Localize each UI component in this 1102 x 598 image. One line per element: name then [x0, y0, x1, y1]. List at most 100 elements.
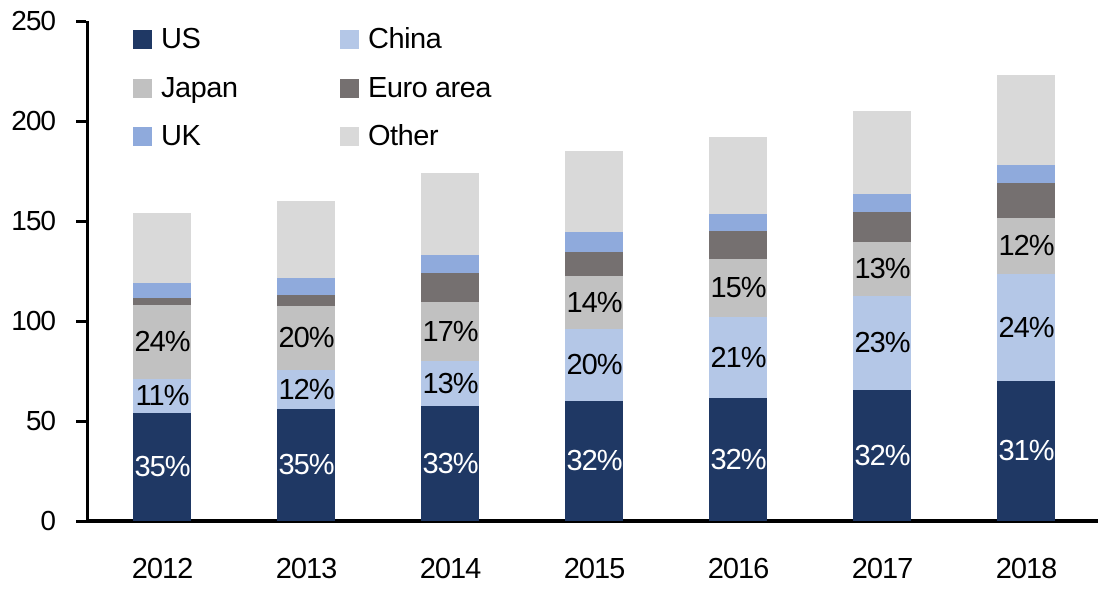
- legend-label: UK: [161, 120, 201, 152]
- bar-segment-us: [853, 390, 911, 521]
- bar-segment-japan: [133, 305, 191, 379]
- bar-segment-us: [997, 381, 1055, 521]
- y-axis-tick-label: 100: [11, 305, 56, 336]
- segment-label: 13%: [422, 367, 478, 400]
- bar-segment-japan: [709, 259, 767, 317]
- bar-segment-euro-area: [421, 273, 479, 302]
- bar-segment-china: [709, 317, 767, 398]
- legend-item-japan: Japan: [133, 73, 333, 103]
- bar-segment-euro-area: [133, 298, 191, 305]
- bar-segment-other: [853, 111, 911, 194]
- bar-segment-uk: [277, 278, 335, 295]
- bar-segment-other: [565, 151, 623, 232]
- bar-segment-japan: [997, 218, 1055, 274]
- x-axis-label: 2017: [851, 553, 914, 585]
- legend-swatch-icon: [133, 127, 152, 146]
- bar-segment-china: [997, 274, 1055, 381]
- segment-label: 17%: [422, 315, 478, 348]
- x-axis-label: 2015: [563, 553, 626, 585]
- y-axis-tick-label: 150: [11, 205, 56, 236]
- y-axis-tick: [76, 419, 86, 423]
- y-axis-tick: [76, 19, 86, 23]
- legend-label: Japan: [161, 71, 238, 104]
- segment-label: 14%: [566, 286, 622, 319]
- bar-segment-japan: [421, 302, 479, 361]
- legend-swatch-icon: [340, 30, 359, 49]
- y-axis-tick-label: 0: [40, 505, 56, 536]
- bar-segment-japan: [853, 242, 911, 296]
- y-axis-tick-label: 200: [11, 105, 56, 136]
- bar-segment-euro-area: [997, 183, 1055, 218]
- segment-label: 35%: [134, 451, 190, 483]
- y-axis-line: [86, 21, 89, 523]
- segment-label: 21%: [710, 341, 766, 374]
- bar-segment-uk: [565, 232, 623, 252]
- bar-segment-other: [133, 213, 191, 283]
- bar-segment-us: [709, 398, 767, 521]
- segment-label: 12%: [278, 373, 334, 406]
- legend-swatch-icon: [340, 127, 359, 146]
- bar-segment-euro-area: [565, 252, 623, 276]
- y-axis-tick: [76, 319, 86, 323]
- segment-label: 20%: [566, 349, 622, 381]
- y-axis-tick-label: 250: [11, 5, 56, 36]
- segment-label: 32%: [710, 443, 766, 476]
- bar-segment-euro-area: [709, 231, 767, 259]
- legend-swatch-icon: [133, 30, 152, 49]
- bar-segment-japan: [277, 306, 335, 370]
- segment-label: 32%: [566, 445, 622, 477]
- segment-label: 31%: [998, 435, 1054, 467]
- segment-label: 11%: [135, 380, 190, 412]
- bar-segment-us: [565, 401, 623, 521]
- bar-segment-us: [133, 413, 191, 521]
- bar-segment-china: [421, 361, 479, 406]
- legend-item-euro-area: Euro area: [340, 73, 540, 103]
- bar-segment-china: [565, 329, 623, 401]
- legend-label: China: [368, 23, 442, 55]
- x-axis-line: [86, 519, 1098, 523]
- bar-segment-euro-area: [277, 295, 335, 306]
- bar-segment-other: [997, 75, 1055, 165]
- y-axis-tick: [76, 519, 86, 523]
- segment-label: 33%: [422, 447, 478, 480]
- segment-label: 32%: [854, 439, 910, 472]
- x-axis-label: 2013: [275, 553, 338, 585]
- bar-segment-us: [421, 406, 479, 521]
- x-axis-label: 2014: [419, 553, 482, 585]
- bar-segment-other: [421, 173, 479, 255]
- bar-segment-china: [277, 370, 335, 409]
- bar-segment-japan: [565, 276, 623, 329]
- legend-label: Euro area: [368, 71, 491, 104]
- legend-item-other: Other: [340, 121, 540, 151]
- y-axis-tick: [76, 219, 86, 223]
- legend-swatch-icon: [133, 78, 152, 98]
- bar-segment-euro-area: [853, 212, 911, 242]
- segment-label: 13%: [854, 253, 910, 285]
- x-axis-label: 2012: [131, 553, 194, 585]
- bar-segment-uk: [997, 165, 1055, 183]
- segment-label: 23%: [854, 327, 910, 359]
- x-axis-label: 2018: [995, 553, 1058, 585]
- y-axis-tick-label: 50: [25, 405, 56, 436]
- bar-segment-other: [277, 201, 335, 278]
- bar-segment-uk: [421, 255, 479, 273]
- segment-label: 35%: [278, 449, 334, 481]
- bar-segment-china: [133, 379, 191, 413]
- legend-item-china: China: [340, 24, 540, 54]
- bar-segment-china: [853, 296, 911, 390]
- y-axis-tick: [76, 119, 86, 123]
- segment-label: 12%: [998, 230, 1054, 262]
- bar-segment-other: [709, 137, 767, 214]
- bar-segment-uk: [133, 283, 191, 298]
- legend-label: US: [161, 23, 201, 55]
- segment-label: 15%: [710, 272, 766, 304]
- segment-label: 20%: [278, 322, 334, 354]
- bar-segment-uk: [709, 214, 767, 231]
- legend-swatch-icon: [340, 78, 359, 98]
- segment-label: 24%: [134, 326, 190, 358]
- bar-segment-us: [277, 409, 335, 521]
- legend-item-uk: UK: [133, 121, 333, 151]
- legend-label: Other: [368, 120, 439, 152]
- bar-segment-uk: [853, 194, 911, 212]
